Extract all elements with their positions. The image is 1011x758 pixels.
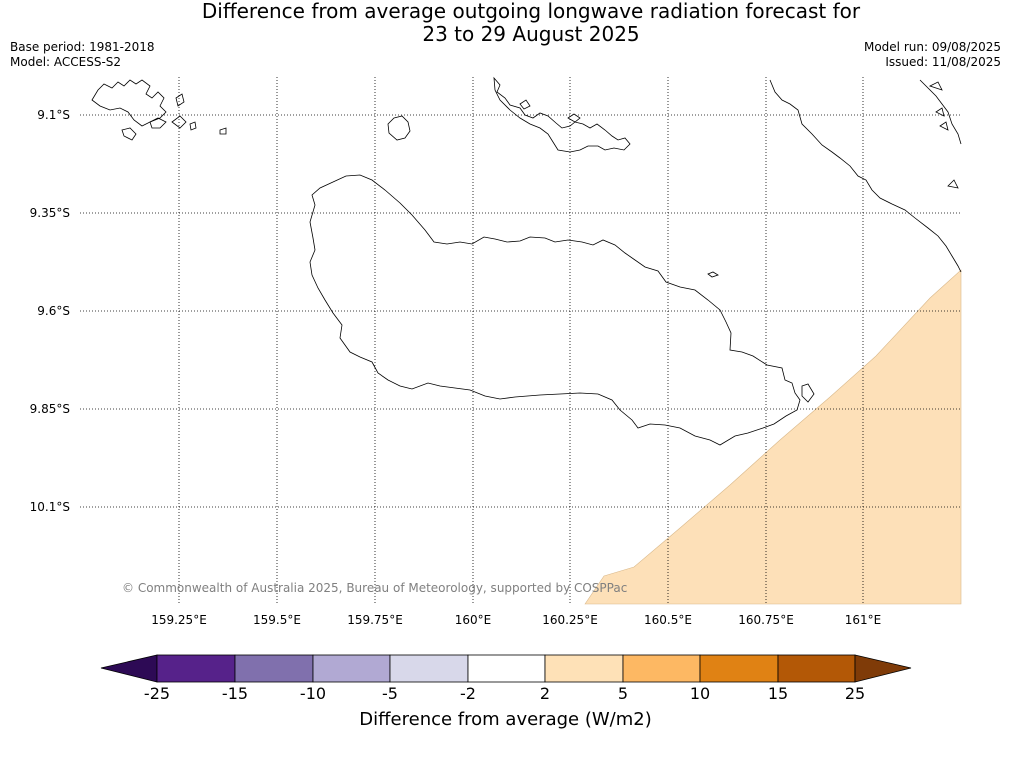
- colorbar-segment: [467, 654, 546, 683]
- lon-label: 160.25°E: [542, 613, 598, 627]
- gridlines: [80, 77, 961, 604]
- issued-text: Issued: 11/08/2025: [885, 55, 1001, 69]
- russell-islands-coastline: [91, 79, 167, 127]
- colorbar-segment: [622, 654, 701, 683]
- model-text: Model: ACCESS-S2: [10, 55, 122, 69]
- colorbar-segment: [777, 654, 856, 683]
- lat-label: 10.1°S: [29, 500, 70, 514]
- model-run-text: Model run: 09/08/2025: [863, 40, 1001, 54]
- colorbar-tick: 15: [767, 684, 789, 703]
- colorbar: [100, 654, 912, 683]
- colorbar-extend-max: [854, 654, 912, 683]
- colorbar-tick: -2: [460, 684, 476, 703]
- colorbar-segment: [312, 654, 391, 683]
- lat-label: 9.35°S: [29, 206, 70, 220]
- colorbar-tick: 25: [844, 684, 866, 703]
- lat-label: 9.6°S: [37, 304, 70, 318]
- lon-label: 159.25°E: [151, 613, 207, 627]
- lon-label: 159.5°E: [253, 613, 301, 627]
- anomaly-region: [584, 269, 962, 605]
- colorbar-label: Difference from average (W/m2): [359, 709, 652, 730]
- nggela-islands-coastline: [493, 76, 631, 153]
- colorbar-tick: 2: [539, 684, 551, 703]
- meta-right: Model run: 09/08/2025 Issued: 11/08/2025: [864, 40, 1001, 70]
- main-island-coastline: [309, 174, 801, 446]
- lon-label: 160.75°E: [738, 613, 794, 627]
- map-title: Difference from average outgoing longwav…: [0, 0, 1011, 46]
- colorbar-segment: [234, 654, 314, 683]
- base-period-text: Base period: 1981-2018: [10, 40, 155, 54]
- lat-label: 9.1°S: [37, 108, 70, 122]
- meta-left: Base period: 1981-2018 Model: ACCESS-S2: [10, 40, 155, 70]
- colorbar-tick: -5: [382, 684, 398, 703]
- colorbar-tick: 10: [689, 684, 711, 703]
- lon-label: 160.5°E: [644, 613, 692, 627]
- colorbar-segment: [389, 654, 469, 683]
- colorbar-extend-min: [100, 654, 158, 683]
- savo-island-coastline: [387, 115, 411, 141]
- lon-label: 161°E: [844, 613, 882, 627]
- colorbar-tick: -25: [143, 684, 171, 703]
- lon-label: 160°E: [454, 613, 492, 627]
- coastlines: [91, 76, 962, 446]
- malaita-coastline: [769, 79, 962, 273]
- colorbar-segment: [544, 654, 624, 683]
- lon-label: 159.75°E: [347, 613, 403, 627]
- colorbar-segment: [699, 654, 779, 683]
- colorbar-tick: -15: [221, 684, 249, 703]
- colorbar-segment: [156, 654, 236, 683]
- colorbar-tick: -10: [299, 684, 327, 703]
- lat-label: 9.85°S: [29, 402, 70, 416]
- map-title-line1: Difference from average outgoing longwav…: [201, 0, 861, 23]
- copyright-notice: © Commonwealth of Australia 2025, Bureau…: [122, 581, 628, 595]
- map-title-line2: 23 to 29 August 2025: [422, 22, 640, 46]
- colorbar-tick: 5: [617, 684, 629, 703]
